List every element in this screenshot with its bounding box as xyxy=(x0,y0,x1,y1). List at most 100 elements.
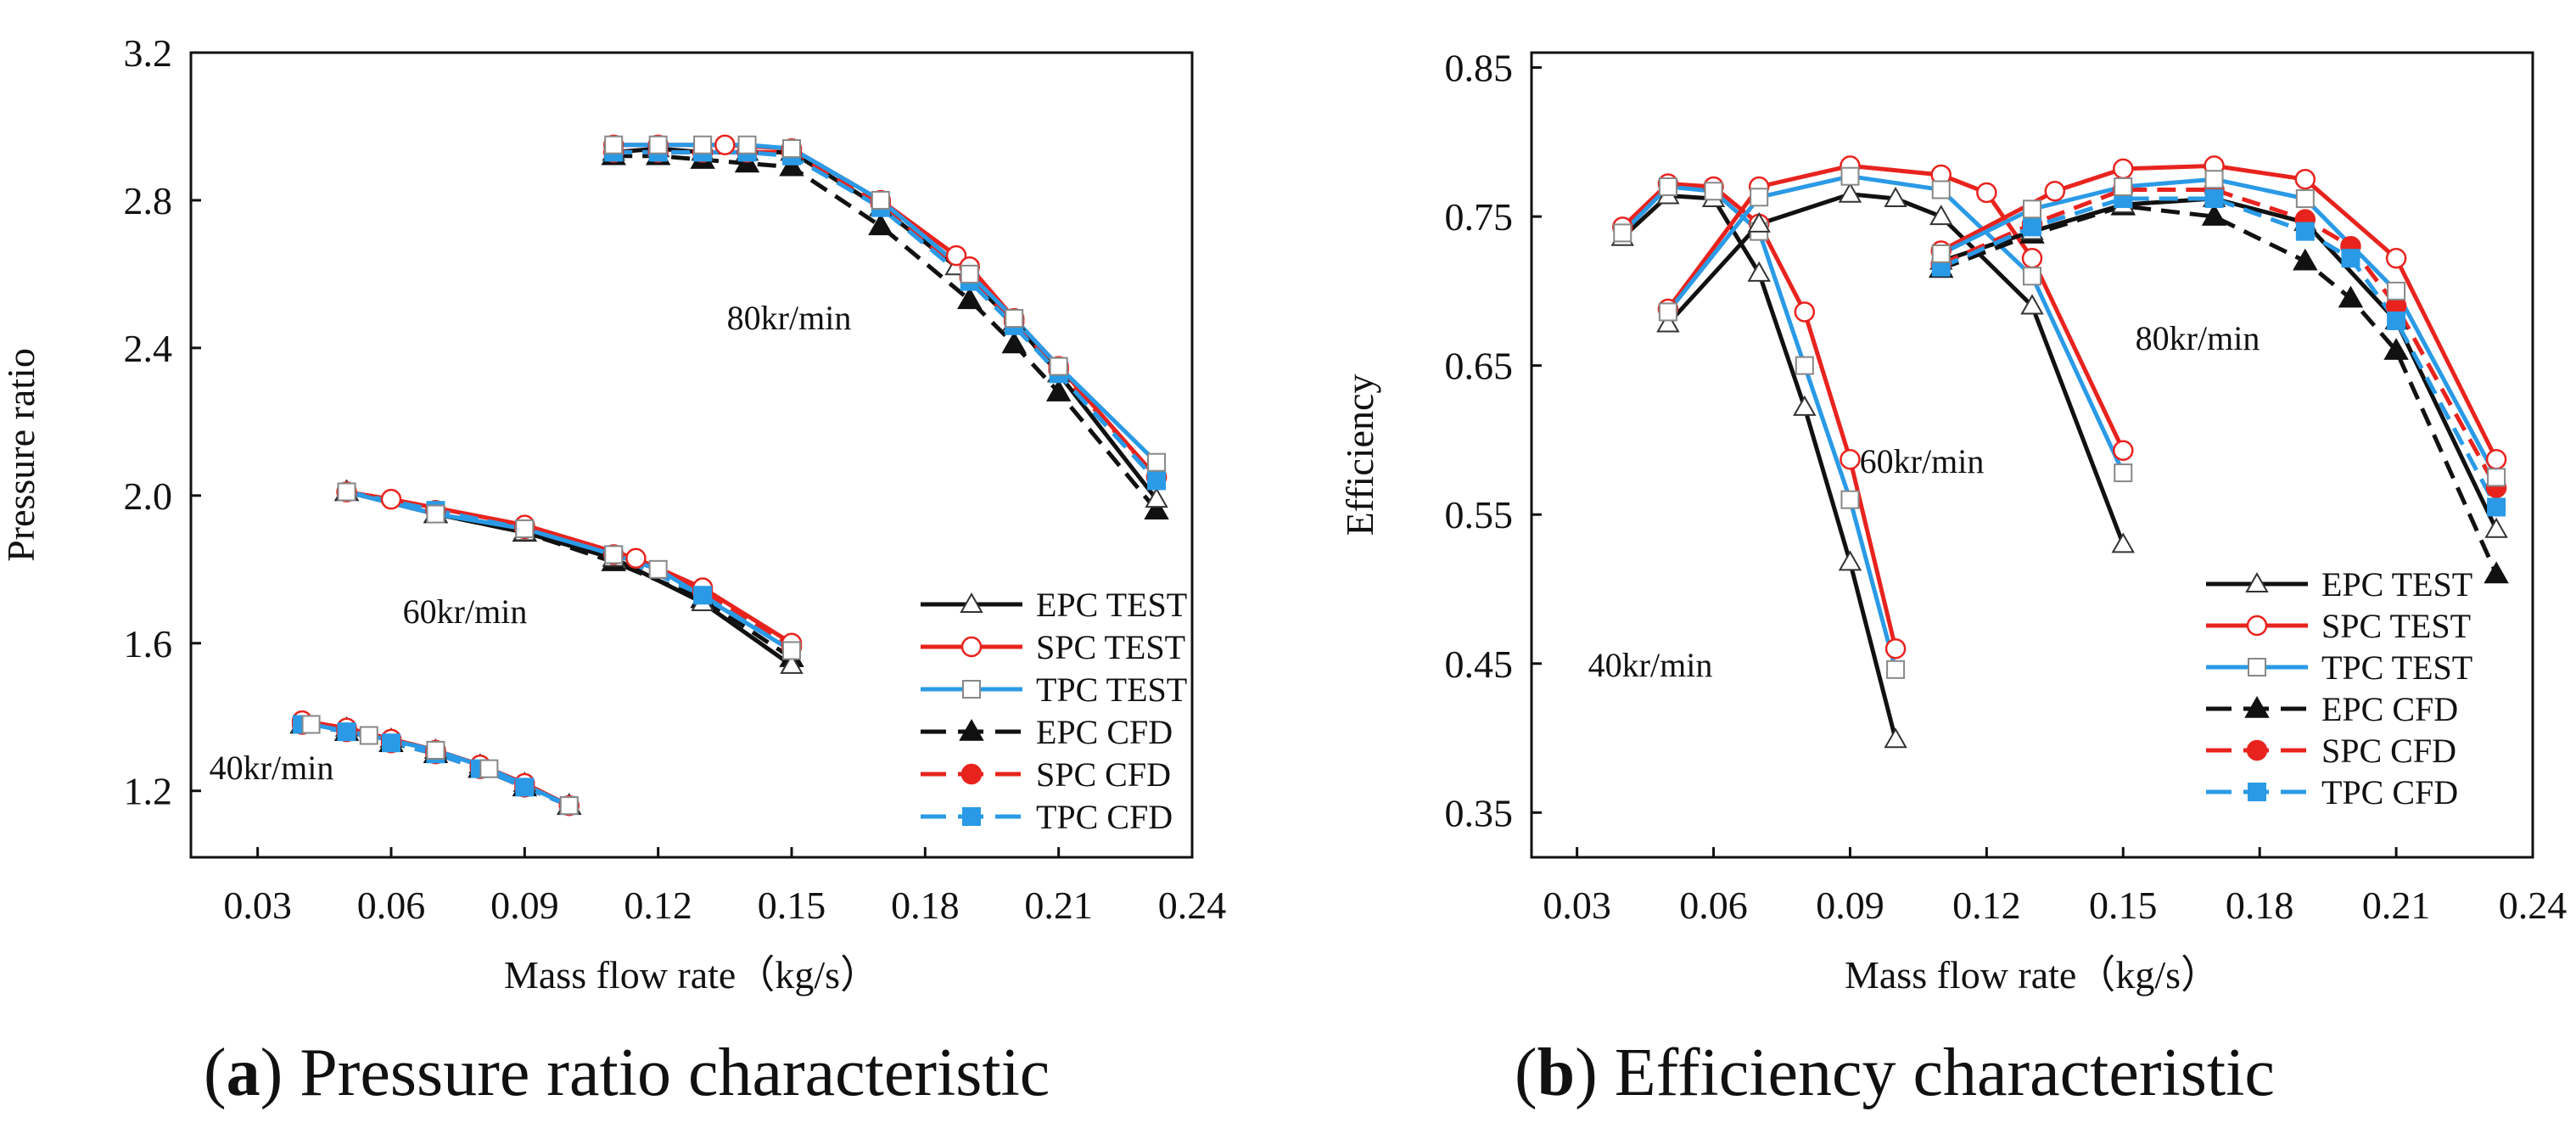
data-point-epc-test xyxy=(1929,205,1953,226)
legend-label: EPC TEST xyxy=(1036,586,1187,624)
y-tick-label: 0.75 xyxy=(1445,195,1514,239)
x-axis-label: Mass flow rate（kg/s） xyxy=(1845,953,2220,996)
x-tick-label: 0.15 xyxy=(2089,884,2158,927)
legend-marker xyxy=(2248,658,2266,676)
data-point-tpc-test xyxy=(737,135,757,154)
legend-label: TPC CFD xyxy=(1036,798,1173,836)
data-point-spc-test xyxy=(625,547,647,570)
data-point-tpc-cfd xyxy=(693,586,713,605)
data-point-epc-cfd xyxy=(1045,379,1072,401)
efficiency-chart: 0.03 0.06 0.09 0.12 0.15 0.18 0.21 0.24 0.35 0.45… xyxy=(1338,47,2567,996)
legend-label: SPC CFD xyxy=(1036,755,1171,794)
caption-b: (b) Efficiency characteristic xyxy=(1515,1036,2275,1110)
data-point-epc-cfd xyxy=(2383,338,2409,360)
data-point-tpc-test xyxy=(1658,302,1677,322)
caption-letter: b xyxy=(1537,1036,1576,1110)
speed-annotations: 80kr/min 60kr/min 40kr/min xyxy=(1588,319,2260,684)
legend-marker xyxy=(962,680,981,699)
x-tick-label: 0.24 xyxy=(1158,884,1227,927)
series-lines xyxy=(301,143,1158,808)
data-point-spc-test xyxy=(1884,637,1907,660)
data-point-tpc-cfd xyxy=(2204,189,2224,209)
data-point-tpc-test xyxy=(2023,199,2041,219)
data-point-tpc-test xyxy=(2487,468,2506,487)
legend-marker xyxy=(960,636,983,658)
legend-marker xyxy=(2248,783,2266,801)
caption-letter: a xyxy=(227,1036,260,1110)
speed-label: 40kr/min xyxy=(1588,646,1713,684)
data-point-tpc-test xyxy=(2204,170,2224,189)
data-point-epc-test xyxy=(1747,261,1771,282)
data-point-tpc-test xyxy=(2023,267,2041,286)
data-point-tpc-test xyxy=(1886,660,1906,679)
data-point-tpc-test xyxy=(1750,188,1769,207)
legend-marker xyxy=(2246,615,2268,637)
data-point-tpc-test xyxy=(2387,281,2406,300)
data-point-spc-test xyxy=(2044,181,2066,202)
data-point-tpc-cfd xyxy=(2295,222,2315,241)
legend-label: SPC TEST xyxy=(1036,628,1185,666)
data-point-tpc-test xyxy=(1931,244,1951,263)
legend-marker xyxy=(2244,695,2270,718)
data-point-epc-test xyxy=(1145,487,1168,508)
legend-marker xyxy=(962,807,981,826)
x-tick-label: 0.21 xyxy=(2362,884,2431,927)
series-line-epc-test xyxy=(1666,192,2125,546)
data-point-tpc-test xyxy=(359,726,378,745)
y-tick-label: 0.45 xyxy=(1445,643,1514,686)
plot-frame xyxy=(1530,51,2534,859)
speed-label: 40kr/min xyxy=(210,749,334,787)
data-point-tpc-test xyxy=(1931,180,1951,199)
data-point-epc-test xyxy=(1656,312,1680,333)
data-point-spc-test xyxy=(2385,248,2407,269)
data-point-tpc-cfd xyxy=(1147,471,1167,491)
series-line-tpc-cfd xyxy=(613,149,1158,483)
x-tick-label: 0.24 xyxy=(2499,884,2568,927)
data-point-tpc-cfd xyxy=(337,722,356,742)
series-line-tpc-test xyxy=(1666,174,2125,474)
data-point-spc-test xyxy=(2113,440,2134,461)
legend-label: TPC TEST xyxy=(2321,648,2472,687)
data-point-tpc-test xyxy=(1840,490,1860,509)
x-tick-label: 0.09 xyxy=(490,884,559,927)
caption-open: ( xyxy=(1515,1036,1537,1110)
data-point-epc-test xyxy=(1838,182,1862,203)
data-point-tpc-cfd xyxy=(2023,217,2041,237)
data-point-tpc-test xyxy=(871,190,890,210)
data-point-tpc-test xyxy=(1840,166,1860,186)
data-point-tpc-test xyxy=(1005,309,1024,328)
data-point-spc-test xyxy=(380,488,402,510)
data-point-spc-test xyxy=(2294,168,2316,190)
data-point-tpc-test xyxy=(337,482,356,502)
data-point-tpc-test xyxy=(1049,356,1068,376)
data-point-epc-cfd xyxy=(2201,204,2227,226)
data-point-tpc-test xyxy=(1658,177,1677,196)
data-point-spc-test xyxy=(1840,449,1861,470)
data-point-epc-cfd xyxy=(868,213,893,236)
data-point-tpc-test xyxy=(960,264,979,284)
data-point-epc-cfd xyxy=(1001,331,1027,354)
caption-text: ) Pressure ratio characteristic xyxy=(260,1036,1050,1110)
data-point-tpc-test xyxy=(426,740,445,760)
caption-a: (a) Pressure ratio characteristic xyxy=(204,1036,1050,1110)
data-point-epc-test xyxy=(1884,187,1907,208)
caption-open: ( xyxy=(204,1036,227,1110)
data-point-epc-test xyxy=(1838,550,1862,571)
y-axis-label: Efficiency xyxy=(1338,374,1381,536)
x-tick-label: 0.06 xyxy=(1679,884,1748,927)
x-tick-label: 0.18 xyxy=(2226,884,2294,927)
legend-marker xyxy=(2246,739,2268,761)
series-markers xyxy=(1610,155,2509,749)
legend-marker xyxy=(960,763,983,785)
series-line-tpc-test xyxy=(1621,184,1898,671)
series-markers xyxy=(289,134,1169,817)
data-point-tpc-test xyxy=(693,135,713,154)
x-tick-label: 0.03 xyxy=(1543,884,1611,927)
x-tick-label: 0.15 xyxy=(758,884,826,927)
data-point-spc-test xyxy=(945,244,967,267)
data-point-spc-test xyxy=(1794,301,1816,323)
data-point-epc-test xyxy=(2020,294,2044,315)
data-point-tpc-test xyxy=(1704,182,1723,201)
data-point-epc-test xyxy=(1793,395,1817,416)
